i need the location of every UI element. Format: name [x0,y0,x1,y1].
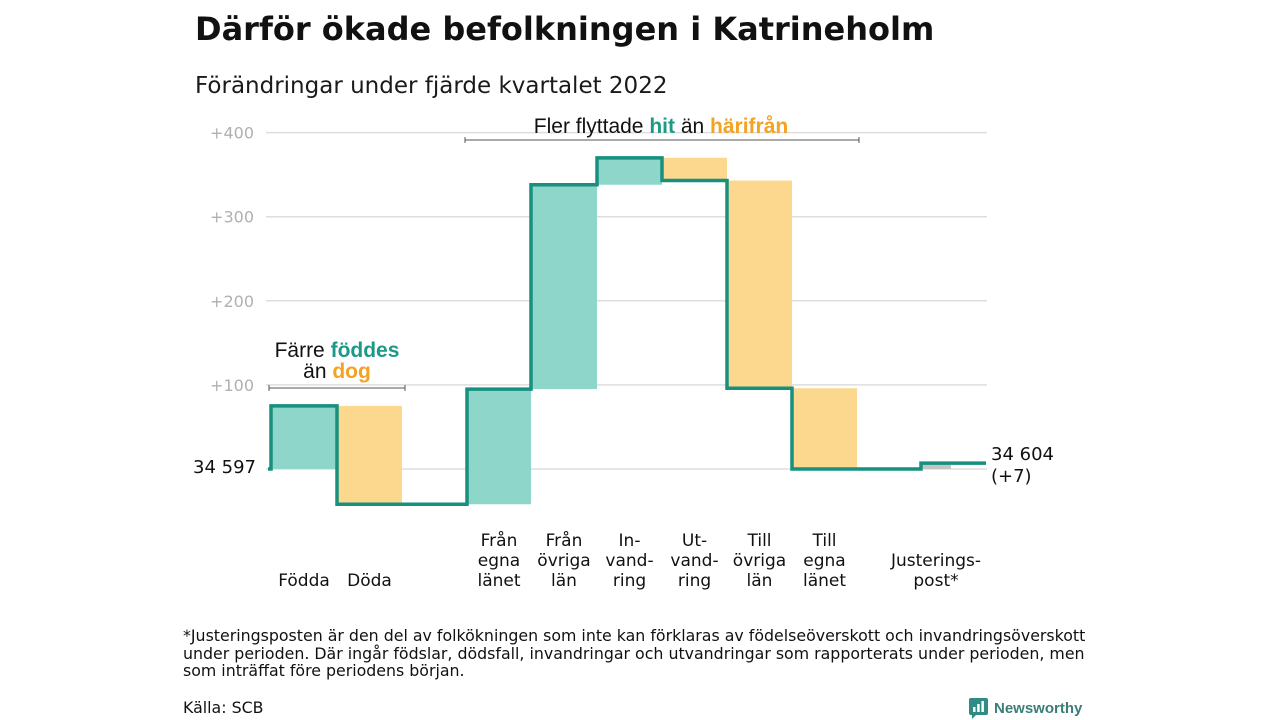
waterfall-bar-1 [271,405,337,469]
annotation-highlight-foddes: föddes [330,339,400,362]
annotation-migration: Fler flyttade hit än härifrån [461,114,861,140]
cumulative-step-line [268,156,986,507]
category-label-5: In- vand- ring [605,531,654,591]
footnote-line: *Justeringsposten är den del av folkökni… [183,626,1086,645]
footnote-line: som inträffat före periodens början. [183,661,465,680]
brand-logo: Newsworthy [969,697,1082,719]
category-label-1: Födda [278,571,330,591]
annotation-highlight-dog: dog [332,360,371,383]
category-label-9: Justerings- post* [890,551,982,591]
annotation-line: Färre föddes [237,340,437,361]
waterfall-bar-2 [337,405,402,505]
waterfall-bar-8 [792,388,857,469]
footnote: *Justeringsposten är den del av folkökni… [183,627,1085,680]
annotation-highlight-hit: hit [649,115,675,138]
source-note: Källa: SCB [183,698,264,717]
waterfall-bars [271,157,951,505]
annotation-highlight-harifran: härifrån [710,115,789,138]
waterfall-bar-9 [921,463,951,469]
annotation-text: Färre [274,339,331,362]
y-tick-label: +200 [210,292,254,311]
category-label-4: Från övriga län [537,531,591,591]
y-axis-tick-labels: +100 +200 +300 +400 [210,124,254,395]
category-label-3: Från egna länet [477,531,521,591]
annotation-text: än [303,360,333,383]
waterfall-bar-4 [531,184,597,390]
category-label-2: Döda [347,571,392,591]
start-value-label: 34 597 [193,457,256,478]
annotation-text: än [674,115,711,138]
annotation-text: Fler flyttade [533,115,650,138]
category-label-7: Till övriga län [732,531,787,591]
end-change-label: (+7) [991,466,1032,487]
footnote-line: under perioden. Där ingår födslar, dödsf… [183,643,1085,663]
waterfall-bar-3 [467,389,531,505]
brand-name: Newsworthy [994,699,1083,717]
newsworthy-logo-icon [969,697,988,719]
category-label-6: Ut- vand- ring [670,531,719,591]
annotation-births-deaths: Färre föddes än dog [237,340,437,382]
waterfall-bar-5 [597,157,662,185]
waterfall-bar-7 [727,180,792,389]
end-value-label: 34 604 [991,444,1054,465]
y-tick-label: +400 [210,124,254,143]
bracket-births-deaths [268,385,406,391]
chart-title: Därför ökade befolkningen i Katrineholm [195,10,935,48]
annotation-line: än dog [237,361,437,382]
y-tick-label: +100 [210,376,254,395]
category-label-8: Till egna länet [802,531,847,591]
chart-subtitle: Förändringar under fjärde kvartalet 2022 [195,73,668,99]
waterfall-bar-6 [662,157,727,181]
bracket-migration [464,137,860,143]
y-tick-label: +300 [210,208,254,227]
